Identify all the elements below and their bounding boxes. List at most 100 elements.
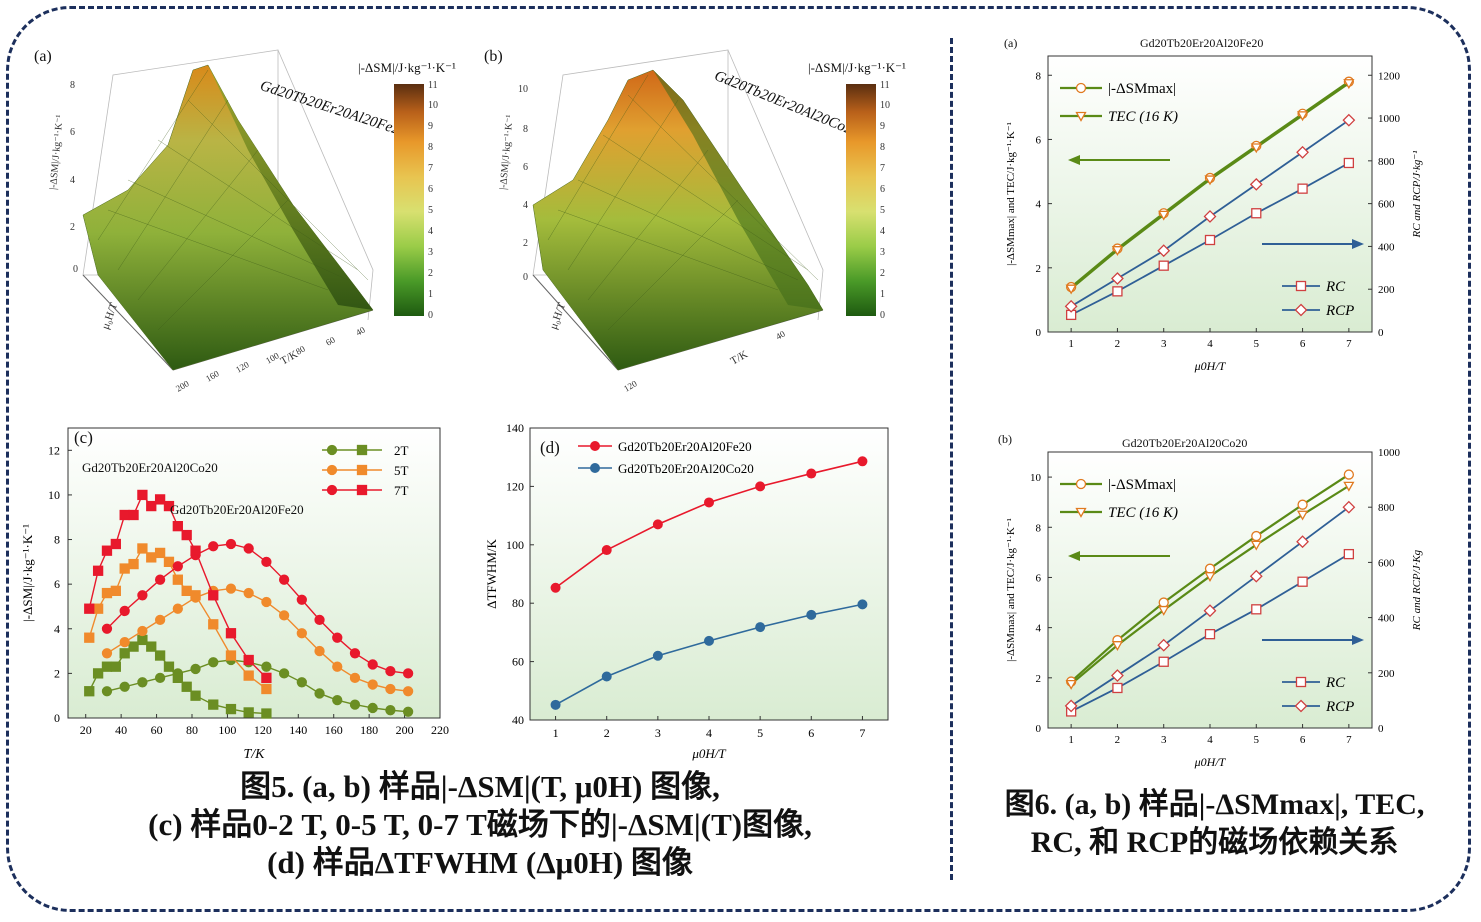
legend-label: RC [1325,675,1346,691]
y2-tick-label: 800 [1378,502,1395,514]
legend-label: RCP [1325,303,1354,319]
data-point [225,538,237,550]
data-point [137,634,148,646]
y-tick-label: 6 [54,577,60,591]
data-point [1250,540,1262,551]
data-point [332,695,343,706]
legend-label: |-ΔSMmax| [1108,81,1176,97]
x-tick-label: 5 [1254,338,1260,350]
y2-tick-label: 400 [1378,241,1395,253]
xlabel: μ0H/T [1194,755,1227,769]
data-point [1297,183,1308,194]
x-tick-label: 160 [325,723,343,737]
data-point [119,605,130,617]
legend-label: Gd20Tb20Er20Al20Co20 [618,461,754,476]
legend-marker [1075,82,1087,94]
data-point [119,563,130,574]
data-point [261,708,272,719]
data-point [385,705,396,716]
legend-marker [590,441,600,451]
data-point [1251,208,1262,219]
y-tick-label: 4 [1036,199,1042,211]
y-tick-label: 8 [54,533,60,547]
data-point [1203,210,1217,223]
data-point [190,690,201,701]
legend-label: Gd20Tb20Er20Al20Fe20 [618,439,752,454]
svg-text:|-ΔSM|/J·kg⁻¹·K⁻¹: |-ΔSM|/J·kg⁻¹·K⁻¹ [48,114,66,190]
data-point [137,489,148,501]
data-point [101,686,113,697]
data-point [550,699,561,710]
data-point [1251,604,1262,615]
data-point [1112,286,1123,297]
ylabel-right: RC and RCP/J·kg⁻¹ [1411,150,1423,238]
y2-tick-label: 600 [1378,199,1395,211]
legend-marker [1295,280,1307,292]
right-axis-arrowhead [1352,635,1364,645]
x-tick-label: 7 [1346,734,1352,746]
data-point [402,668,414,679]
fig5d-tag: (d) [540,438,560,457]
data-point [1343,79,1355,90]
x-tick-label: 4 [706,726,712,740]
data-point [1065,284,1077,295]
svg-text:60: 60 [324,334,337,347]
svg-text:40: 40 [774,328,787,341]
svg-text:0: 0 [880,310,885,321]
data-point [704,497,714,508]
y-tick-label: 12 [48,443,60,457]
y-tick-label: 100 [506,538,524,552]
y-tick-label: 10 [1030,472,1042,484]
svg-text:100: 100 [264,350,281,366]
svg-text:μ₀H/T: μ₀H/T [100,301,121,331]
data-point [857,599,868,610]
fig5d-plot-area [529,427,889,721]
data-point [1343,469,1355,480]
data-point [550,582,561,593]
fig5-caption: 图5. (a, b) 样品|-ΔSM|(T, μ0H) 图像, (c) 样品0-… [20,768,940,882]
svg-text:9: 9 [428,121,433,132]
fig5d-ylabel: ΔTFWHM/K [484,539,499,609]
data-point [181,529,192,541]
svg-text:1: 1 [428,289,433,300]
y2-tick-label: 200 [1378,284,1395,296]
fig6-caption-line2: RC, 和 RCP的磁场依赖关系 [1030,826,1399,859]
legend-label: TEC (16 K) [1108,505,1178,521]
data-point [119,509,130,521]
data-point [1204,629,1216,640]
legend-marker [356,484,368,496]
data-point [261,661,272,672]
svg-text:120: 120 [622,378,639,394]
svg-text:4: 4 [428,226,433,237]
fig6b-title: Gd20Tb20Er20Al20Co20 [1122,436,1248,450]
data-point [1111,669,1124,682]
x-tick-label: 3 [655,726,661,740]
svg-text:10: 10 [428,100,438,111]
right-axis-arrowhead [1352,239,1364,249]
svg-text:8: 8 [428,142,433,153]
plot-area [1047,451,1373,729]
data-point [172,603,183,614]
x-tick-label: 2 [1115,338,1121,350]
data-point [146,641,157,652]
x-tick-label: 7 [859,726,865,740]
data-point [1158,605,1170,616]
fig6b-chart: 1 2 3 4 5 6 7 0 2 4 6 8 10 0 200 400 600 800 1000 μ0H/T |-ΔS… [1005,447,1423,769]
data-point [137,590,148,601]
svg-text:200: 200 [174,378,191,394]
data-point [243,654,254,666]
x-tick-label: 220 [431,723,449,737]
svg-text:2: 2 [428,268,433,279]
fig6b-tag: (b) [998,432,1012,446]
legend-marker [326,464,338,476]
data-point [1111,272,1124,285]
data-point [332,661,343,672]
data-point [755,481,766,492]
data-point [172,672,183,683]
data-point [385,666,396,677]
data-point [84,686,95,697]
data-point [243,670,254,681]
data-point [1343,157,1355,169]
fig5c-label-fe: Gd20Tb20Er20Al20Fe20 [170,502,304,517]
